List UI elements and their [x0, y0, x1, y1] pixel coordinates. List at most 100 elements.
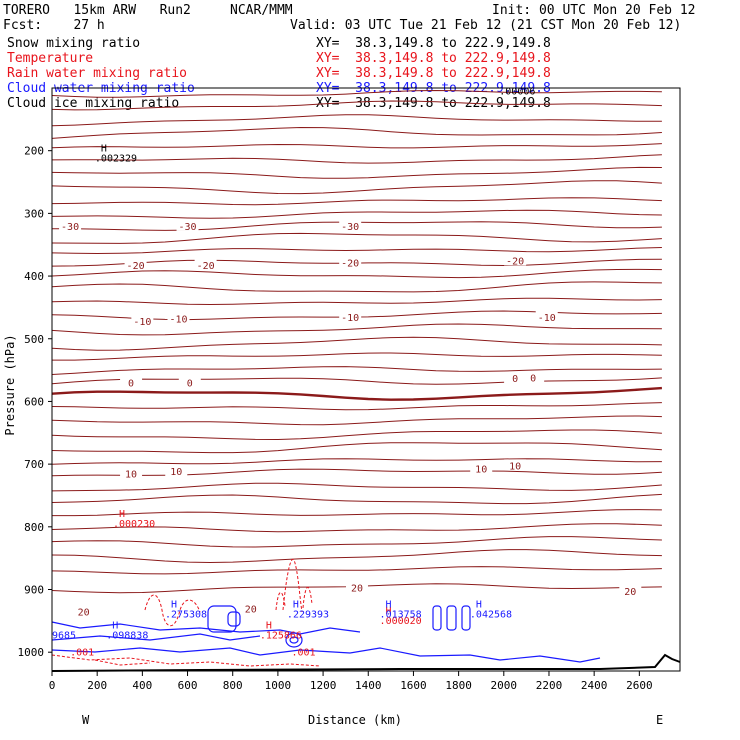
y-axis-ticks: 200 300 400 500 600 700 800 900 1000 — [18, 145, 52, 659]
valid-time: Valid: 03 UTC Tue 21 Feb 12 (21 CST Mon … — [290, 18, 682, 33]
isotherm-label-bg-1 — [176, 219, 199, 231]
isotherm-labels: -30 -30 -30 -20 -20 -20 -20 -10 -10 -10 -10 0 0 0 0 10 1… — [59, 219, 642, 618]
rain-contour-f — [94, 659, 151, 666]
cloud-water-cell-3 — [285, 632, 303, 648]
isotherm-line-21 — [51, 366, 662, 375]
isotherm-line-19 — [51, 336, 662, 351]
isotherm-line-36 — [51, 566, 662, 575]
isotherm-label-bg-13 — [504, 372, 527, 384]
x-tick-label-9: 1800 — [445, 679, 472, 692]
cloud-water-cell-5 — [432, 605, 442, 631]
isotherm-label-1: -30 — [179, 222, 197, 233]
y-tick-label-7: 900 — [24, 584, 44, 597]
isotherm-line-5 — [51, 154, 662, 164]
y-tick-label-1: 300 — [24, 207, 44, 220]
x-tick-label-2: 400 — [132, 679, 152, 692]
extremum-value-10: .001 — [70, 647, 94, 658]
isotherm-label-bg-15 — [120, 467, 143, 479]
isotherm-label-21: 20 — [351, 584, 363, 595]
isotherm-line-4 — [51, 143, 662, 149]
isotherm-line-34 — [51, 536, 662, 548]
cloud-water-cell-7 — [461, 605, 471, 631]
isotherm-line-33 — [51, 523, 662, 533]
extremum-value-5: .013758 — [380, 610, 422, 621]
isotherm-label-bg-21 — [345, 581, 368, 593]
isotherm-label-bg-4 — [194, 258, 217, 270]
isotherm-label-bg-20 — [239, 602, 262, 614]
isotherm-label-bg-9 — [339, 310, 362, 322]
isotherm-label-bg-0 — [59, 219, 82, 231]
cloud-water-contour-base — [51, 621, 361, 635]
x-tick-label-3: 600 — [178, 679, 198, 692]
model-title: TORERO 15km ARW Run2 NCAR/MMM — [3, 3, 293, 18]
isotherm-label-7: -10 — [133, 317, 151, 328]
cloud-water-contour-mid — [51, 633, 261, 641]
isotherm-label-10: -10 — [538, 313, 556, 324]
x-axis-label: Distance (km) — [308, 713, 402, 727]
isotherm-line-20 — [52, 352, 662, 361]
x-tick-label-7: 1400 — [355, 679, 382, 692]
isotherm-label-14: 0 — [530, 374, 536, 385]
extremum-mark-0: H — [101, 143, 107, 154]
cloud-water-cell-4 — [289, 636, 299, 644]
isotherm-label-bg-12 — [178, 376, 201, 388]
isotherm-label-15: 10 — [125, 470, 137, 481]
isotherm-label-5: -20 — [341, 258, 359, 269]
isotherm-line-30 — [51, 482, 662, 492]
isotherm-label-bg-14 — [522, 371, 545, 383]
isotherm-label-13: 0 — [512, 374, 518, 385]
extremum-value-0: .002329 — [95, 153, 137, 164]
extremum-value-4: .229393 — [287, 610, 329, 621]
extremum-value-11: .001 — [291, 647, 315, 658]
isotherm-label-bg-2 — [339, 219, 362, 231]
isotherm-label-bg-17 — [470, 462, 493, 474]
legend-snow-name: Snow mixing ratio — [7, 36, 141, 51]
isotherm-line-18 — [51, 323, 662, 336]
extremum-value-2: .000020 — [380, 616, 422, 627]
isotherm-line-32 — [52, 509, 662, 517]
cloud-water-cell-1 — [207, 605, 237, 633]
x-tick-label-0: 0 — [49, 679, 56, 692]
east-label: E — [656, 713, 663, 727]
y-tick-label-2: 400 — [24, 270, 44, 283]
rain-contour-d — [302, 587, 313, 609]
west-label: W — [82, 713, 90, 727]
y-tick-label-3: 500 — [24, 333, 44, 346]
x-tick-label-11: 2200 — [536, 679, 563, 692]
isotherm-label-4: -20 — [197, 261, 215, 272]
extremum-mark-2: H — [386, 606, 392, 617]
isotherm-label-bg-18 — [504, 459, 527, 471]
isotherm-label-bg-5 — [339, 256, 362, 268]
y-tick-label-8: 1000 — [18, 646, 45, 659]
plot-frame — [51, 87, 681, 672]
isotherm-contours — [51, 89, 662, 594]
isotherm-line-25 — [51, 415, 662, 426]
extremum-value-8: .125866 — [260, 630, 302, 641]
isotherm-label-bg-8 — [167, 312, 190, 324]
isotherm-label-18: 10 — [509, 461, 521, 472]
y-tick-label-0: 200 — [24, 145, 44, 158]
isotherm-label-16: 10 — [170, 467, 182, 478]
isotherm-label-20: 20 — [245, 604, 257, 615]
y-tick-label-6: 800 — [24, 521, 44, 534]
extrema-labels: H.002329H.000230H.000020H.275308H.229393… — [52, 86, 535, 658]
isotherm-label-19: 20 — [78, 607, 90, 618]
x-axis-ticks: 0 200 400 600 800 1000 1200 1400 1600 1800 2000 220… — [49, 671, 653, 692]
isotherm-line-8 — [51, 197, 662, 206]
legend-cloud-ice-xy: XY= 38.3,149.8 to 222.9,149.8 — [316, 96, 551, 111]
isotherm-line-31 — [51, 493, 662, 505]
isotherm-line-16 — [51, 297, 662, 306]
isotherm-line-12 — [51, 247, 662, 255]
isotherm-label-17: 10 — [475, 465, 487, 476]
legend-rain-name: Rain water mixing ratio — [7, 66, 188, 81]
isotherm-label-bg-7 — [131, 315, 154, 327]
isotherm-label-11: 0 — [128, 379, 134, 390]
legend-rain-xy: XY= 38.3,149.8 to 222.9,149.8 — [316, 66, 551, 81]
x-tick-label-10: 2000 — [491, 679, 518, 692]
x-tick-label-6: 1200 — [310, 679, 337, 692]
moisture-contours — [51, 558, 601, 667]
isotherm-line-11 — [51, 232, 662, 244]
cloud-water-cell-6 — [446, 605, 457, 631]
extremum-value-12: .00006 — [499, 86, 535, 97]
